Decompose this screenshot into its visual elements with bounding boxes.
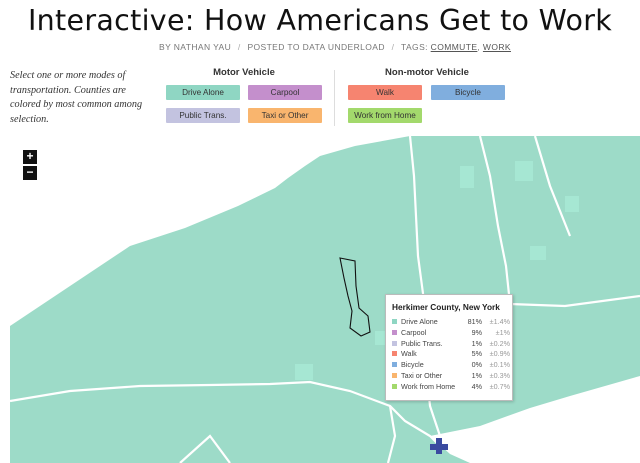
tooltip-swatch xyxy=(392,362,397,368)
mode-button-bicycle[interactable]: Bicycle xyxy=(431,85,505,100)
tooltip-mode-name: Public Trans. xyxy=(401,338,443,348)
tooltip-margin-of-error: ±0.9% xyxy=(489,349,510,359)
tooltip-percent: 4% xyxy=(471,381,482,391)
tooltip-percent: 81% xyxy=(467,317,482,326)
mode-button-taxi-other[interactable]: Taxi or Other xyxy=(248,108,322,123)
tag-link-work[interactable]: WORK xyxy=(482,42,511,52)
byline: BY NATHAN YAU / POSTED TO DATA UNDERLOAD… xyxy=(0,42,640,52)
group-divider xyxy=(334,70,335,126)
tooltip-mode-name: Taxi or Other xyxy=(401,371,443,380)
tooltip-margin-of-error: ±1% xyxy=(495,327,510,337)
tooltip-row: Bicycle 0% ±0.1% xyxy=(392,360,510,370)
tooltip-row: Public Trans. 1% ±0.2% xyxy=(392,339,510,349)
byline-posted: POSTED TO DATA UNDERLOAD xyxy=(247,42,385,52)
tooltip-swatch xyxy=(392,351,397,357)
zoom-out-button[interactable]: − xyxy=(23,166,37,180)
tooltip-percent: 1% xyxy=(471,371,482,380)
byline-author: BY NATHAN YAU xyxy=(159,42,232,52)
tooltip-percent: 9% xyxy=(471,327,482,337)
mode-button-public-trans[interactable]: Public Trans. xyxy=(166,108,240,123)
county-tooltip: Herkimer County, New York Drive Alone 81%… xyxy=(385,294,513,401)
tooltip-mode-name: Bicycle xyxy=(401,360,424,370)
tooltip-mode-name: Work from Home xyxy=(401,381,456,391)
motor-vehicle-heading: Motor Vehicle xyxy=(213,67,275,78)
byline-tags-label: TAGS: xyxy=(401,42,428,52)
tooltip-row: Drive Alone 81% ±1.4% xyxy=(392,317,510,327)
tooltip-percent: 5% xyxy=(471,349,482,359)
tooltip-row: Work from Home 4% ±0.7% xyxy=(392,382,510,392)
mode-button-carpool[interactable]: Carpool xyxy=(248,85,322,100)
tooltip-percent: 1% xyxy=(471,338,482,348)
zoom-in-button[interactable]: + xyxy=(23,150,37,164)
tooltip-row: Taxi or Other 1% ±0.3% xyxy=(392,371,510,381)
tooltip-row: Carpool 9% ±1% xyxy=(392,328,510,338)
instructions-text: Select one or more modes of transportati… xyxy=(10,70,143,125)
tooltip-swatch xyxy=(392,319,397,324)
mode-button-work-from-home[interactable]: Work from Home xyxy=(348,108,422,123)
tooltip-margin-of-error: ±0.1% xyxy=(489,360,510,370)
ocean-water xyxy=(430,376,640,463)
page-title: Interactive: How Americans Get to Work xyxy=(27,4,613,37)
byline-separator: / xyxy=(391,42,395,52)
byline-separator: / xyxy=(237,42,241,52)
tooltip-swatch xyxy=(392,383,397,389)
tooltip-title: Herkimer County, New York xyxy=(392,302,500,312)
tooltip-mode-name: Carpool xyxy=(401,327,427,337)
mode-button-walk[interactable]: Walk xyxy=(348,85,422,100)
tag-comma: , xyxy=(477,42,481,52)
tooltip-mode-name: Walk xyxy=(401,349,417,359)
tag-link-commute[interactable]: COMMUTE xyxy=(430,42,478,52)
tooltip-margin-of-error: ±0.3% xyxy=(489,371,510,380)
tooltip-row: Walk 5% ±0.9% xyxy=(392,349,510,359)
tooltip-margin-of-error: ±0.7% xyxy=(489,381,510,391)
tooltip-swatch xyxy=(392,373,397,378)
tooltip-swatch xyxy=(392,340,397,346)
location-marker-icon[interactable] xyxy=(430,438,448,454)
herkimer-county-outline[interactable] xyxy=(339,257,371,337)
county-patches xyxy=(295,161,579,380)
tooltip-percent: 0% xyxy=(471,360,482,370)
tooltip-swatch xyxy=(392,329,397,335)
county-map[interactable] xyxy=(10,136,640,463)
nonmotor-vehicle-heading: Non-motor Vehicle xyxy=(385,67,469,78)
mode-button-drive-alone[interactable]: Drive Alone xyxy=(166,85,240,100)
tooltip-margin-of-error: ±1.4% xyxy=(489,317,510,326)
tooltip-margin-of-error: ±0.2% xyxy=(489,338,510,348)
tooltip-mode-name: Drive Alone xyxy=(401,317,438,326)
